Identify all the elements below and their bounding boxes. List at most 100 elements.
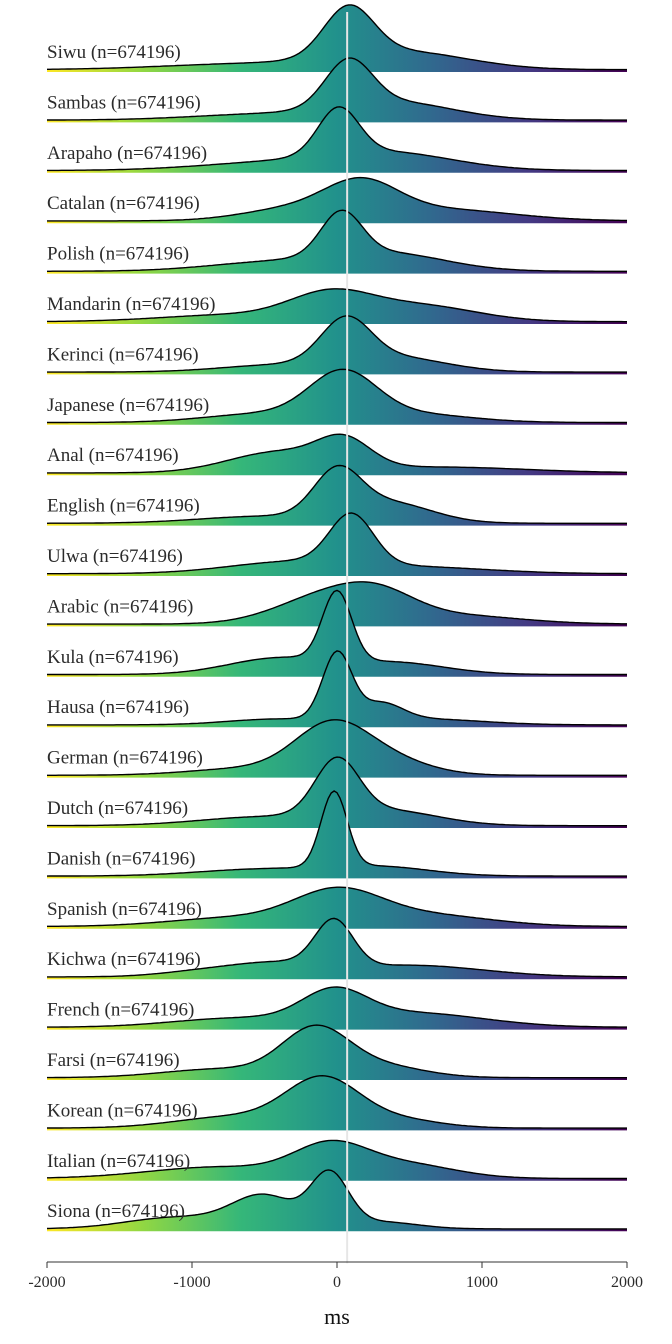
row-label: Danish (n=674196) [47, 848, 195, 869]
ridges-layer [46, 4, 628, 1232]
ridge-10 [47, 512, 627, 576]
row-label: Korean (n=674196) [47, 1100, 198, 1121]
row-label: Italian (n=674196) [47, 1151, 190, 1172]
x-axis-title: ms [324, 1304, 350, 1329]
ridge-outline [46, 1169, 627, 1230]
ridge-outline [47, 650, 627, 726]
ridge-22 [47, 1139, 627, 1181]
ridge-fill [47, 465, 627, 526]
ridge-outline [47, 288, 627, 323]
ridge-outline [47, 209, 627, 272]
ridge-fill [47, 288, 627, 324]
ridge-outline [47, 917, 628, 978]
ridge-outline [47, 4, 627, 71]
ridge-outline [47, 433, 627, 474]
ridge-fill [47, 918, 627, 980]
x-tick-label: 2000 [611, 1274, 643, 1291]
ridge-outline [47, 512, 627, 575]
ridge-fill [47, 887, 627, 929]
ridge-outline [47, 1024, 627, 1079]
row-label: Catalan (n=674196) [47, 193, 200, 214]
row-label: Mandarin (n=674196) [47, 294, 216, 315]
row-label: Arapaho (n=674196) [47, 143, 207, 164]
ridge-1 [47, 57, 627, 123]
x-axis-ticks: -2000 -1000 0 1000 2000 [28, 1262, 643, 1291]
ridge-20 [47, 1024, 627, 1080]
x-tick-label: -2000 [28, 1274, 65, 1291]
row-label: Polish (n=674196) [47, 244, 189, 265]
ridge-outline [47, 1139, 627, 1180]
ridge-fill [47, 315, 627, 375]
ridge-fill [47, 791, 627, 879]
row-label: Dutch (n=674196) [47, 798, 188, 819]
ridge-outline [46, 464, 627, 524]
ridge-19 [47, 986, 627, 1030]
ridge-fill [47, 210, 627, 274]
ridge-outline [47, 589, 627, 676]
ridge-outline [47, 176, 628, 222]
row-label: Kichwa (n=674196) [47, 949, 201, 970]
ridge-18 [47, 917, 628, 980]
row-labels-layer: Siwu (n=674196) Sambas (n=674196) Arapaho … [47, 42, 216, 1222]
row-label: Farsi (n=674196) [47, 1050, 180, 1071]
ridge-outline [46, 790, 627, 877]
ridge-outline [47, 756, 627, 827]
row-label: Siona (n=674196) [47, 1201, 185, 1222]
row-label: Arabic (n=674196) [47, 596, 193, 617]
ridge-3 [47, 176, 628, 224]
x-axis: -2000 -1000 0 1000 2000 ms [28, 1261, 643, 1329]
ridge-5 [47, 288, 627, 324]
ridge-fill [47, 434, 627, 476]
ridge-21 [47, 1074, 627, 1131]
ridge-outline [47, 986, 627, 1028]
ridge-4 [47, 209, 627, 274]
row-label: Kula (n=674196) [47, 647, 179, 668]
row-label: Siwu (n=674196) [47, 42, 181, 63]
row-label: Ulwa (n=674196) [47, 546, 183, 567]
ridge-outline [47, 1074, 627, 1129]
ridge-2 [47, 106, 627, 173]
ridge-13 [47, 650, 627, 728]
ridge-fill [47, 106, 627, 173]
ridge-fill [47, 1025, 627, 1080]
ridge-8 [47, 433, 627, 476]
ridge-fill [47, 650, 627, 728]
ridge-fill [47, 4, 627, 72]
row-label: English (n=674196) [47, 496, 200, 517]
ridge-fill [47, 1140, 627, 1181]
ridge-fill [47, 58, 627, 123]
ridge-12 [47, 589, 627, 677]
ridge-outline [47, 581, 627, 625]
row-label: Hausa (n=674196) [47, 697, 189, 718]
row-label: German (n=674196) [47, 748, 203, 769]
ridge-17 [47, 886, 627, 929]
row-label: Anal (n=674196) [47, 445, 179, 466]
ridge-6 [47, 315, 627, 375]
ridge-fill [47, 1075, 627, 1131]
ridge-outline [47, 368, 627, 424]
row-label: Sambas (n=674196) [47, 92, 201, 113]
ridge-outline [47, 719, 627, 776]
ridge-outline [47, 315, 627, 373]
ridge-fill [47, 513, 627, 576]
ridge-outline [47, 886, 627, 928]
ridge-outline [47, 106, 627, 172]
ridge-outline [47, 57, 627, 121]
ridge-fill [47, 590, 627, 677]
ridge-7 [47, 368, 627, 425]
ridge-23 [46, 1169, 627, 1232]
ridge-0 [47, 4, 627, 72]
x-tick-label: 1000 [466, 1274, 498, 1291]
row-label: Japanese (n=674196) [47, 395, 209, 416]
ridge-fill [47, 369, 627, 425]
x-tick-label: -1000 [173, 1274, 210, 1291]
row-label: Kerinci (n=674196) [47, 344, 199, 365]
row-label: Spanish (n=674196) [47, 899, 202, 920]
ridge-16 [46, 790, 627, 879]
row-label: French (n=674196) [47, 1000, 194, 1021]
x-tick-label: 0 [333, 1274, 341, 1291]
ridge-fill [47, 719, 627, 778]
ridge-9 [46, 464, 627, 526]
ridge-14 [47, 719, 627, 778]
